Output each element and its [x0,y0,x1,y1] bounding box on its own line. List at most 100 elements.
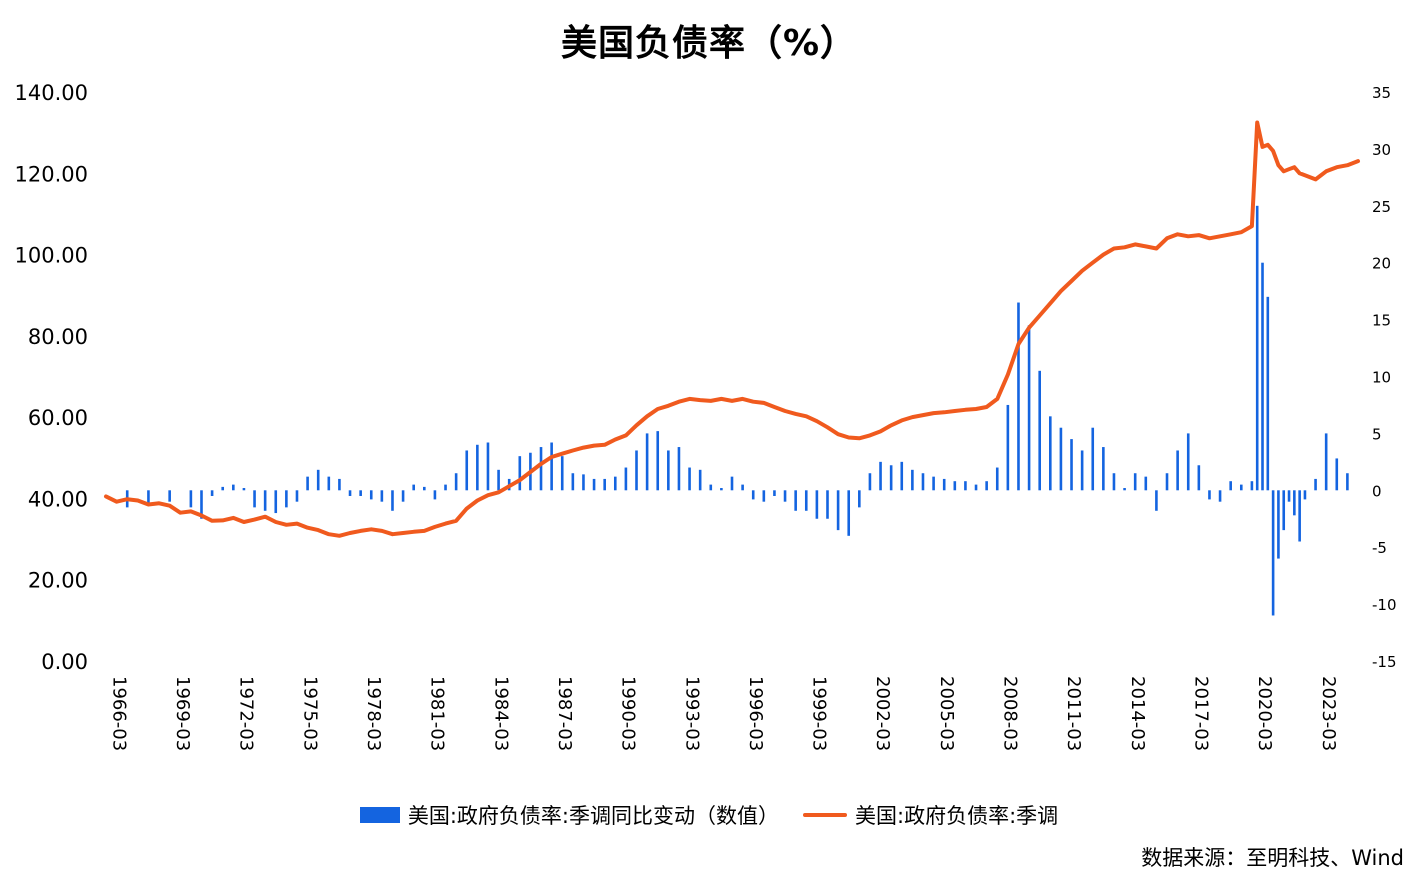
x-tick-label: 1966-03 [108,676,129,751]
x-tick-label: 2011-03 [1063,676,1084,751]
bar [1155,490,1158,511]
bar [858,490,861,508]
bar [1080,450,1084,491]
bar [815,490,819,519]
bar [1176,450,1179,491]
bar [1186,433,1190,491]
bar [210,490,214,496]
bar [709,484,713,491]
bar-series [125,205,1349,616]
x-tick-label: 2023-03 [1318,676,1339,751]
bar [338,478,341,491]
bar [369,490,373,500]
source-note: 数据来源：至明科技、Wind [1141,846,1404,870]
bar [274,490,278,514]
right-tick-label: 30 [1372,141,1391,159]
bar [168,490,171,502]
bar [147,490,150,504]
bar [1006,404,1010,491]
bar [921,473,925,491]
bar [762,490,766,502]
bar [1123,488,1126,491]
bar [1038,370,1041,491]
bar [1091,427,1095,491]
bar [1271,490,1275,616]
x-tick-label: 1975-03 [299,676,320,751]
bar [836,490,840,531]
legend-item-line[interactable]: 美国:政府负债率:季调 [803,800,1058,830]
bar [380,490,384,502]
bar [603,478,606,491]
bar [667,450,670,491]
legend-swatch-bar [359,807,400,823]
bar [985,481,988,491]
x-tick-label: 1996-03 [745,676,766,751]
bar [582,474,585,491]
x-tick-label: 2008-03 [1000,676,1021,751]
x-tick-label: 1984-03 [490,676,511,751]
bar [804,490,808,511]
left-tick-label: 40.00 [28,487,88,511]
bar [200,490,203,519]
bar [1282,490,1286,531]
bar [1059,427,1063,491]
legend-swatch-line [803,813,847,817]
bar [932,476,935,491]
right-tick-label: 25 [1372,198,1391,216]
left-tick-label: 120.00 [15,162,88,186]
bar [911,469,914,491]
bar [974,484,978,491]
x-tick-label: 1972-03 [236,676,257,751]
bar [306,476,309,491]
bar [1314,478,1317,491]
x-axis: 1966-03 1969-03 1972-03 1975-03 1978-03 1981-… [108,676,1339,751]
bar [221,486,225,491]
bar [1017,302,1020,491]
x-tick-label: 2005-03 [936,676,957,751]
left-tick-label: 100.00 [15,244,88,268]
bar [1255,205,1259,491]
bar [624,467,628,491]
bar [412,484,415,491]
left-tick-label: 0.00 [41,650,88,674]
bar [1239,484,1243,491]
x-tick-label: 1981-03 [427,676,448,751]
bar [263,490,267,511]
bar [539,447,543,491]
bar [1070,439,1073,491]
bar [1335,458,1339,491]
left-axis: 0.00 20.00 40.00 60.00 80.00 100.00 120.00 140.… [15,81,88,674]
bar [433,490,437,500]
bar [242,488,246,491]
right-tick-label: 5 [1372,425,1382,443]
chart-canvas: 0.00 20.00 40.00 60.00 80.00 100.00 120.00 140.… [15,81,1397,751]
bar [656,431,660,491]
bar [741,484,744,491]
bar [253,490,256,508]
bar [826,490,829,519]
right-tick-label: 20 [1372,255,1391,273]
legend: 美国:政府负债率:季调同比变动（数值） 美国:政府负债率:季调 [0,800,1418,830]
legend-item-bar[interactable]: 美国:政府负债率:季调同比变动（数值） [359,800,779,830]
bar [900,461,904,491]
bar [635,450,638,491]
bar [677,447,681,491]
bar [1112,473,1116,491]
bar [571,473,575,491]
right-axis: -15 -10 -5 0 5 10 15 20 25 30 35 [1372,84,1397,671]
bar [751,490,755,500]
x-tick-label: 1993-03 [681,676,702,751]
bar [1027,325,1031,491]
bar [1049,416,1052,491]
debt-ratio-line [104,120,1360,538]
bar [698,469,702,491]
bar [1229,481,1232,491]
bar [1197,465,1201,491]
bar [486,442,490,491]
bar [995,467,999,491]
x-tick-label: 2002-03 [872,676,893,751]
bar [868,473,872,491]
x-tick-label: 2014-03 [1127,676,1148,751]
bar [613,476,617,491]
bar [316,469,320,491]
